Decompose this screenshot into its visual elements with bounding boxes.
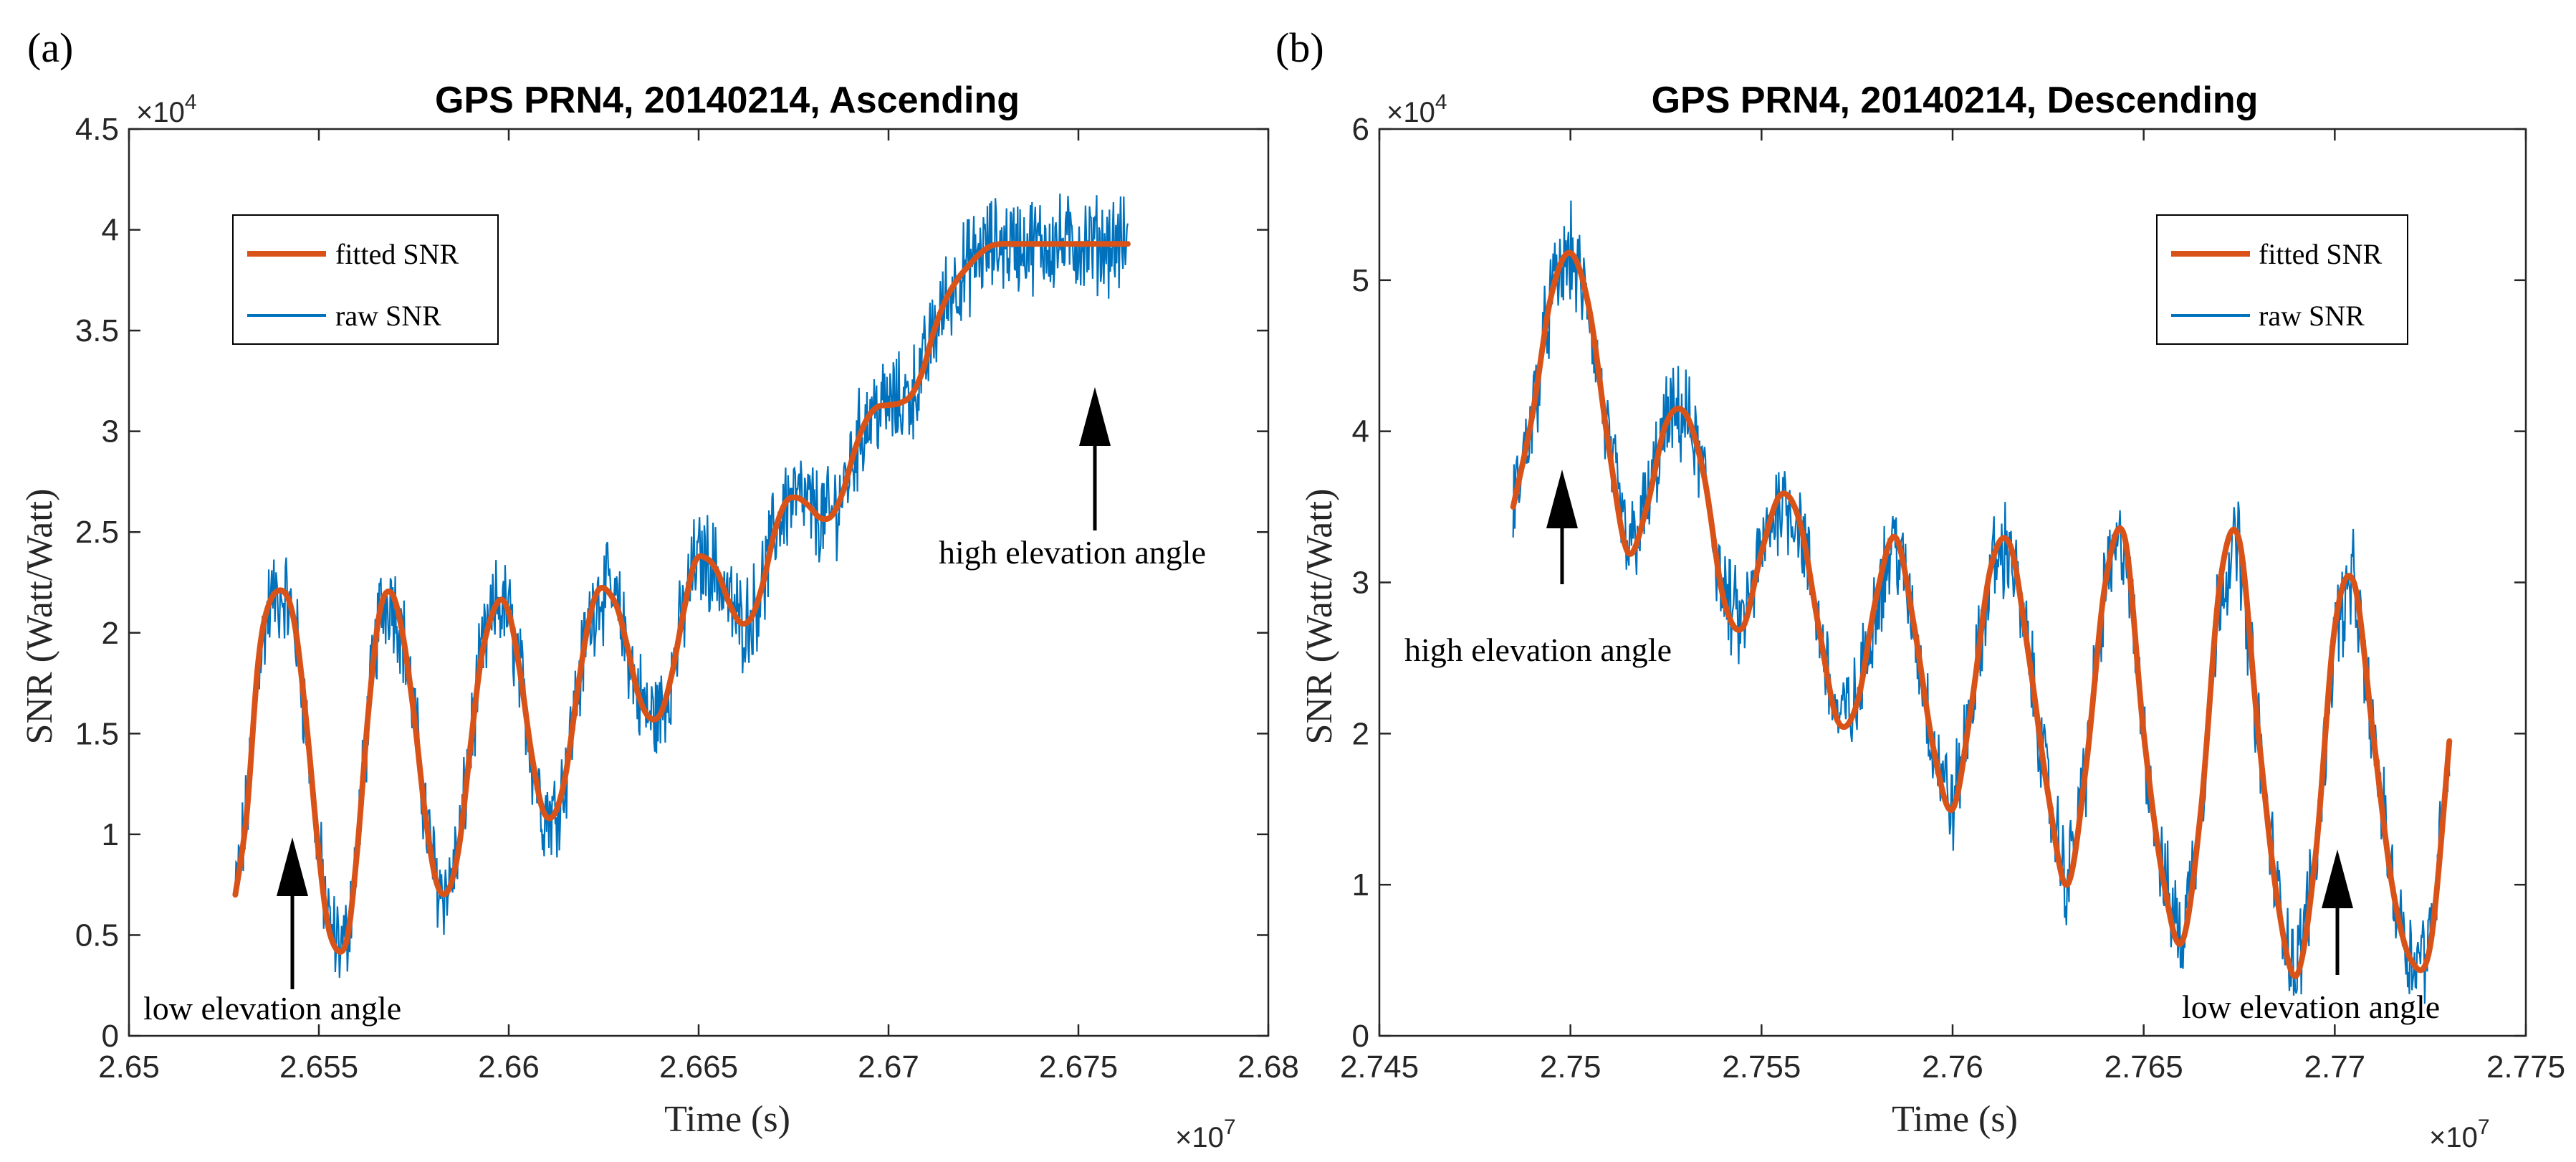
chart-title-a: GPS PRN4, 20140214, Ascending: [435, 80, 1020, 121]
annotation-low-elevation-b: low elevation angle: [2182, 849, 2440, 1025]
arrowhead-low-elevation-a: [277, 837, 308, 896]
x-axis-label-b: Time (s): [1892, 1099, 2018, 1140]
x-tick-label: 2.65: [98, 1049, 160, 1085]
legend-a: fitted SNR raw SNR: [232, 214, 499, 345]
y-tick-label: 0: [1352, 1019, 1369, 1054]
x-tick-label: 2.765: [2105, 1049, 2183, 1085]
axes-frame-a: [128, 128, 1270, 1037]
x-tick-label: 2.76: [1922, 1049, 1983, 1085]
x-tick-labels-a: 2.65 2.655 2.66 2.665 2.67 2.675 2.68: [98, 1049, 1299, 1085]
legend-fitted-label-a: fitted SNR: [335, 238, 459, 270]
y-tick-label: 5: [1352, 263, 1369, 298]
x-tick-label: 2.77: [2304, 1049, 2366, 1085]
x-tick-label: 2.775: [2486, 1049, 2565, 1085]
x-tick-label: 2.755: [1722, 1049, 1801, 1085]
y-tick-label: 6: [1352, 112, 1369, 147]
legend-raw-label-a: raw SNR: [335, 300, 441, 332]
legend-box-b: [2156, 214, 2408, 345]
legend-fitted-label-b: fitted SNR: [2259, 238, 2383, 270]
y-tick-label: 3: [1352, 566, 1369, 601]
legend-b: fitted SNR raw SNR: [2156, 214, 2408, 345]
y-tick-label: 2: [102, 616, 119, 651]
axes-frame-b: [1378, 128, 2527, 1037]
y-multiplier-b: ×104: [1387, 90, 1447, 128]
x-tick-label: 2.745: [1340, 1049, 1419, 1085]
x-tick-label: 2.67: [858, 1049, 919, 1085]
fitted-snr-series-b: [1510, 249, 2453, 979]
panel-label-b: (b): [1275, 24, 1324, 71]
annotation-low-elevation-a: low elevation angle: [143, 837, 401, 1027]
x-axis-label-a: Time (s): [664, 1099, 790, 1140]
fitted-snr-line: [232, 241, 1131, 955]
annotation-high-elevation-b: high elevation angle: [1404, 470, 1672, 668]
y-tick-label: 4.5: [75, 112, 119, 147]
y-tick-label: 2: [1352, 716, 1369, 751]
y-axis-label-a: SNR (Watt/Watt): [19, 488, 60, 744]
x-multiplier-b: ×107: [2429, 1115, 2490, 1153]
y-tick-label: 0: [102, 1019, 119, 1054]
panel-a: (a) GPS PRN4, 20140214, Ascending 2.65 2.…: [19, 24, 1299, 1153]
x-tick-label: 2.675: [1039, 1049, 1118, 1085]
label-low-elevation-a: low elevation angle: [143, 990, 401, 1027]
y-tick-label: 4: [102, 213, 119, 248]
x-multiplier-a: ×107: [1175, 1115, 1236, 1153]
annotation-high-elevation-a: high elevation angle: [939, 387, 1206, 571]
x-tick-labels-b: 2.745 2.75 2.755 2.76 2.765 2.77 2.775: [1340, 1049, 2565, 1085]
y-axis-label-b: SNR (Watt/Watt): [1299, 488, 1340, 744]
label-high-elevation-a: high elevation angle: [939, 534, 1206, 571]
legend-box-a: [232, 214, 499, 345]
x-tick-label: 2.655: [279, 1049, 358, 1085]
y-tick-label: 4: [1352, 414, 1369, 449]
arrowhead-low-elevation-b: [2322, 849, 2353, 908]
y-tick-label: 2.5: [75, 515, 119, 550]
arrowhead-high-elevation-a: [1079, 387, 1111, 446]
arrowhead-high-elevation-b: [1546, 470, 1578, 528]
chart-title-b: GPS PRN4, 20140214, Descending: [1652, 80, 2259, 121]
y-tick-label: 1: [1352, 867, 1369, 903]
x-tick-label: 2.75: [1540, 1049, 1601, 1085]
y-tick-labels-a: 0 0.5 1 1.5 2 2.5 3 3.5 4 4.5: [75, 112, 119, 1054]
label-high-elevation-b: high elevation angle: [1404, 632, 1672, 668]
y-tick-label: 1: [102, 817, 119, 852]
label-low-elevation-b: low elevation angle: [2182, 989, 2440, 1025]
fitted-snr-series-a: [232, 241, 1131, 955]
x-tick-label: 2.665: [659, 1049, 738, 1085]
panel-label-a: (a): [27, 24, 73, 71]
y-tick-label: 1.5: [75, 716, 119, 751]
fitted-snr-line: [1510, 249, 2453, 979]
y-tick-labels-b: 0 1 2 3 4 5 6: [1352, 112, 1369, 1054]
x-tick-label: 2.66: [478, 1049, 540, 1085]
y-tick-label: 0.5: [75, 918, 119, 953]
x-tick-label: 2.68: [1237, 1049, 1299, 1085]
y-multiplier-a: ×104: [136, 90, 197, 128]
y-tick-label: 3: [102, 414, 119, 449]
y-tick-label: 3.5: [75, 313, 119, 348]
panel-b: (b) GPS PRN4, 20140214, Descending 2.745…: [1275, 24, 2565, 1153]
legend-raw-label-b: raw SNR: [2259, 300, 2365, 332]
